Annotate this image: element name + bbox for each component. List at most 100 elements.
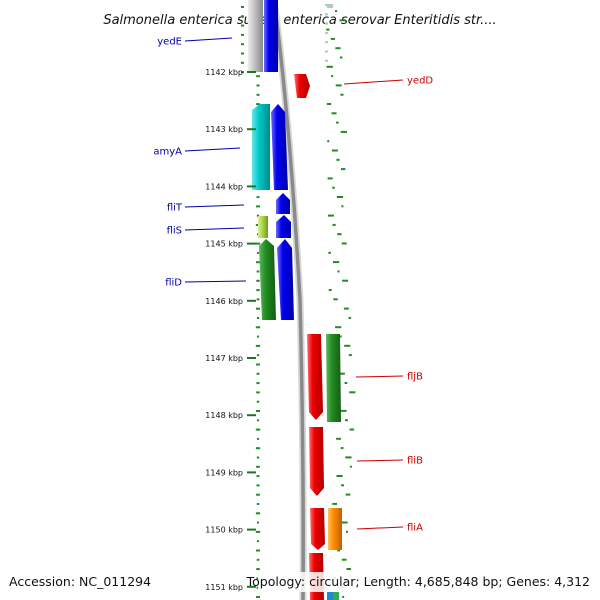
axis-tick: 1143 kbp	[205, 125, 256, 134]
skew-dot	[256, 475, 260, 478]
reverse-gene-labels: yedE amyA fliT fliS fliD	[153, 37, 247, 289]
gene-arrow-fliD-shadow	[259, 239, 276, 320]
skew-dot	[330, 37, 335, 40]
skew-dot	[325, 41, 328, 44]
leader-line	[184, 227, 245, 231]
skew-dot	[256, 419, 260, 422]
tick-label: 1148 kbp	[205, 411, 243, 420]
skew-dot	[256, 251, 260, 254]
skew-dot	[337, 270, 340, 273]
skew-dot	[241, 71, 244, 74]
skew-dot	[256, 437, 260, 440]
skew-dot	[336, 437, 341, 440]
skew-dot	[256, 196, 260, 199]
skew-dot	[341, 242, 347, 245]
skew-dot	[241, 43, 244, 46]
skew-dot	[348, 316, 352, 319]
skew-dot	[327, 214, 334, 217]
gene-arrow-top-tip	[327, 4, 333, 8]
leader-line	[184, 37, 233, 42]
axis-tick: 1146 kbp	[205, 297, 256, 306]
skew-dot	[336, 475, 343, 477]
gene-label-fliA: fliA	[356, 523, 423, 534]
skew-dot	[335, 326, 342, 329]
leader-line	[184, 280, 247, 283]
skew-dot	[328, 289, 332, 291]
skew-dot	[344, 344, 351, 347]
skew-dot	[327, 177, 333, 180]
gene-arrow-amyA-shadow	[252, 104, 270, 190]
skew-dot	[255, 549, 261, 552]
skew-dot	[331, 75, 334, 78]
gene-arrow-yedE-shadow	[248, 0, 263, 72]
skew-dot	[256, 391, 260, 394]
skew-dot	[256, 456, 260, 459]
skew-dot	[256, 493, 260, 496]
skew-dot	[336, 158, 340, 161]
skew-dot	[335, 10, 338, 12]
axis-tick: 1150 kbp	[205, 526, 256, 535]
skew-dot	[325, 4, 328, 6]
tick-label: 1147 kbp	[205, 354, 243, 363]
gene-arrow-fliS-shadow	[258, 216, 268, 238]
gene-arrow-fliD	[277, 239, 294, 320]
skew-dot	[337, 233, 342, 236]
backbone	[272, 0, 305, 600]
gene-arrow-fljB	[307, 334, 323, 420]
gene-label-yedE: yedE	[157, 37, 233, 48]
skew-dot	[256, 400, 260, 403]
skew-dot	[256, 568, 260, 571]
skew-dot	[256, 363, 260, 366]
skew-dot	[256, 289, 260, 292]
gene-label-fliB: fliB	[356, 456, 423, 467]
skew-dot	[256, 558, 260, 561]
tick-label: 1149 kbp	[205, 468, 243, 477]
skew-dot	[255, 447, 261, 450]
footer-backdrop	[258, 572, 598, 592]
axis-tick: 1144 kbp	[205, 182, 256, 191]
gene-arrow-yedD	[294, 74, 310, 98]
skew-dot	[332, 223, 336, 226]
gene-arrow-yedE	[264, 0, 278, 72]
skew-dot	[256, 93, 260, 96]
skew-dot	[241, 24, 244, 27]
skew-dot	[255, 530, 261, 533]
skew-dot	[241, 52, 244, 55]
skew-dot	[337, 549, 341, 552]
gene-name: yedD	[407, 76, 433, 87]
skew-dot	[344, 382, 348, 384]
skew-dot	[325, 50, 328, 53]
skew-dot	[339, 19, 346, 22]
axis-ticks: 1142 kbp 1143 kbp 1144 kbp 1145 kbp 1146 kbp…	[205, 68, 256, 592]
axis-tick: 1142 kbp	[205, 68, 256, 77]
skew-dot	[325, 22, 328, 25]
gene-arrow-fljB-shadow	[326, 334, 341, 422]
skew-dot	[331, 149, 338, 152]
gene-name: fliS	[167, 226, 182, 237]
gene-label-fliT: fliT	[167, 203, 245, 214]
skew-dot	[331, 112, 337, 115]
skew-dot	[325, 31, 328, 34]
gene-name: amyA	[153, 147, 182, 158]
skew-dot	[256, 335, 260, 338]
skew-dot	[342, 595, 345, 598]
tick-label: 1146 kbp	[205, 297, 243, 306]
skew-dot	[241, 6, 244, 8]
skew-dot	[332, 502, 337, 505]
tick-label: 1150 kbp	[205, 526, 243, 535]
leader-line	[355, 375, 404, 378]
skew-dot	[341, 205, 344, 208]
skew-dot	[325, 13, 328, 16]
skew-dot	[326, 65, 333, 68]
gene-name: fljB	[407, 372, 423, 383]
skew-dot	[327, 140, 330, 143]
genome-summary-text: Topology: circular; Length: 4,685,848 bp…	[246, 574, 590, 589]
skew-dot	[349, 465, 352, 468]
axis-tick: 1147 kbp	[205, 354, 256, 363]
axis-tick: 1151 kbp	[205, 583, 256, 592]
axis-tick: 1149 kbp	[205, 468, 256, 477]
skew-dot	[256, 84, 260, 87]
skew-dot	[335, 84, 342, 87]
tick-label: 1145 kbp	[205, 240, 243, 249]
